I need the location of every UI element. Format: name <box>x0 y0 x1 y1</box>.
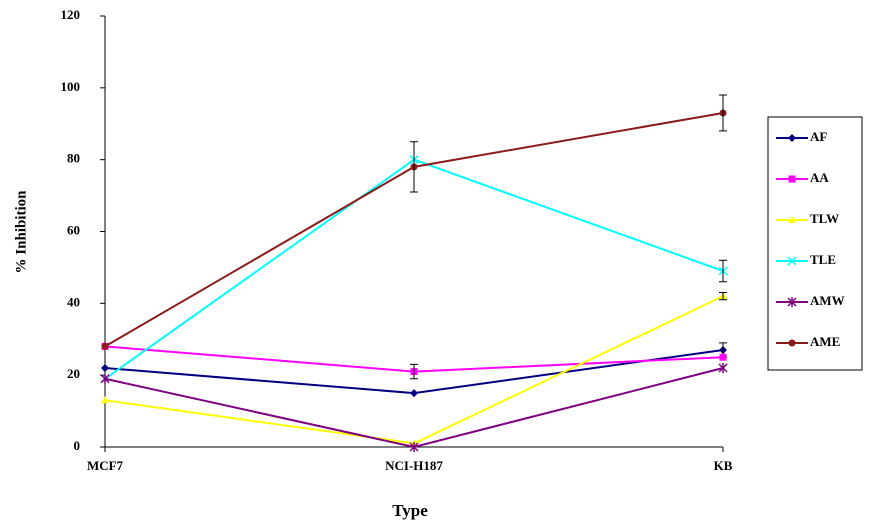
y-tick-label: 60 <box>67 222 80 237</box>
marker <box>718 362 728 373</box>
marker <box>100 373 110 384</box>
legend-label: AME <box>810 334 840 349</box>
legend-marker <box>787 256 797 266</box>
marker <box>101 396 109 404</box>
marker <box>410 389 418 398</box>
x-tick-label: MCF7 <box>87 458 124 473</box>
legend-label: TLW <box>810 211 839 226</box>
legend-marker <box>788 175 796 183</box>
legend-label: AA <box>810 170 829 185</box>
legend-marker <box>787 297 797 307</box>
error-bar <box>410 141 418 193</box>
y-tick-label: 0 <box>74 438 81 453</box>
error-bar <box>410 363 418 380</box>
y-tick-label: 40 <box>67 294 80 309</box>
x-tick-label: NCI-H187 <box>385 458 443 473</box>
y-tick-label: 100 <box>61 79 81 94</box>
marker <box>409 442 419 452</box>
y-tick-label: 120 <box>61 7 81 22</box>
y-axis-label: % Inhibition <box>13 190 29 274</box>
line <box>104 158 724 380</box>
legend-marker <box>788 339 796 347</box>
legend-label: TLE <box>810 252 836 267</box>
marker <box>101 342 109 350</box>
y-tick-label: 20 <box>67 366 80 381</box>
marker <box>719 353 727 361</box>
legend-label: AMW <box>810 293 845 308</box>
legend <box>767 116 863 371</box>
line <box>104 367 724 449</box>
legend-marker <box>788 134 796 142</box>
marker <box>101 363 109 372</box>
error-bar <box>719 292 727 301</box>
x-axis-label: Type <box>392 501 428 520</box>
error-bar <box>719 259 727 283</box>
legend-label: AF <box>810 129 827 144</box>
error-bar <box>719 94 727 132</box>
legend-marker <box>788 216 796 223</box>
y-tick-label: 80 <box>67 151 80 166</box>
x-tick-label: KB <box>714 458 733 473</box>
